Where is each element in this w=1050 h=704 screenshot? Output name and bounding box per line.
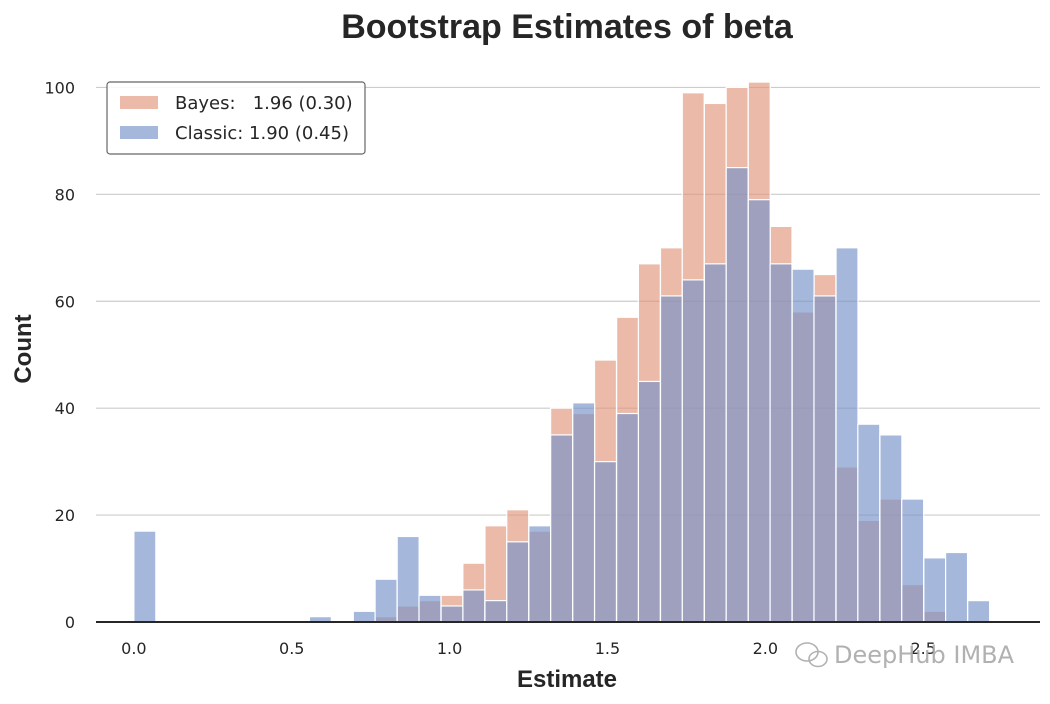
y-tick-label: 100 bbox=[44, 78, 75, 97]
histogram-bar bbox=[528, 525, 552, 623]
histogram-bar bbox=[133, 530, 157, 623]
histogram-bars bbox=[133, 81, 991, 623]
histogram-bar bbox=[703, 263, 727, 623]
y-tick-label: 40 bbox=[55, 399, 75, 418]
histogram-bar bbox=[681, 279, 705, 623]
x-tick-label: 0.0 bbox=[121, 639, 146, 658]
histogram-bar bbox=[637, 380, 661, 623]
x-tick-labels: 0.0 0.5 1.0 1.5 2.0 2.5 bbox=[121, 639, 936, 658]
legend: Bayes: 1.96 (0.30) Classic: 1.90 (0.45) bbox=[106, 81, 366, 155]
y-tick-labels: 0 20 40 60 80 100 bbox=[44, 78, 75, 632]
histogram-bar bbox=[835, 247, 859, 623]
histogram-bar bbox=[440, 605, 464, 623]
histogram-bar bbox=[857, 423, 881, 623]
y-tick-label: 20 bbox=[55, 506, 75, 525]
histogram-bar bbox=[923, 557, 947, 623]
legend-label-bayes: Bayes: 1.96 (0.30) bbox=[175, 93, 353, 114]
x-tick-label: 2.5 bbox=[910, 639, 935, 658]
histogram-bar bbox=[791, 268, 815, 623]
legend-swatch-classic bbox=[120, 126, 158, 139]
histogram-bar bbox=[462, 589, 486, 623]
histogram-bar bbox=[418, 594, 442, 623]
histogram-bar bbox=[879, 434, 903, 623]
histogram-bar bbox=[484, 600, 508, 623]
watermark-text: DeepHub IMBA bbox=[834, 641, 1015, 669]
y-tick-label: 0 bbox=[65, 613, 75, 632]
histogram-bar bbox=[725, 167, 749, 623]
legend-swatch-bayes bbox=[120, 96, 158, 109]
histogram-bar bbox=[659, 295, 684, 623]
histogram-bar bbox=[813, 295, 837, 623]
series-1-bars bbox=[133, 167, 991, 623]
histogram-bar bbox=[572, 402, 596, 623]
histogram-bar bbox=[967, 600, 991, 623]
histogram-bar bbox=[747, 199, 771, 623]
x-tick-label: 1.0 bbox=[437, 639, 462, 658]
y-axis-label: Count bbox=[10, 314, 37, 383]
histogram-bar bbox=[506, 541, 530, 623]
histogram-bar bbox=[944, 551, 969, 623]
x-tick-label: 1.5 bbox=[595, 639, 620, 658]
wechat-icon bbox=[795, 642, 828, 668]
x-tick-label: 0.5 bbox=[279, 639, 304, 658]
x-tick-label: 2.0 bbox=[753, 639, 778, 658]
histogram-bar bbox=[901, 498, 925, 623]
y-tick-label: 60 bbox=[55, 292, 75, 311]
watermark: DeepHub IMBA bbox=[795, 641, 1015, 669]
histogram-bar bbox=[616, 412, 640, 623]
chart-title: Bootstrap Estimates of beta bbox=[341, 8, 794, 46]
legend-frame bbox=[106, 81, 366, 155]
histogram-bar bbox=[396, 535, 420, 623]
y-tick-label: 80 bbox=[55, 185, 75, 204]
histogram-bar bbox=[769, 263, 793, 623]
histogram-bar bbox=[550, 434, 574, 623]
histogram-bar bbox=[374, 578, 398, 623]
legend-label-classic: Classic: 1.90 (0.45) bbox=[175, 123, 349, 144]
histogram-bar bbox=[593, 461, 618, 623]
x-axis-label: Estimate bbox=[517, 666, 617, 693]
histogram-bar bbox=[352, 610, 376, 623]
